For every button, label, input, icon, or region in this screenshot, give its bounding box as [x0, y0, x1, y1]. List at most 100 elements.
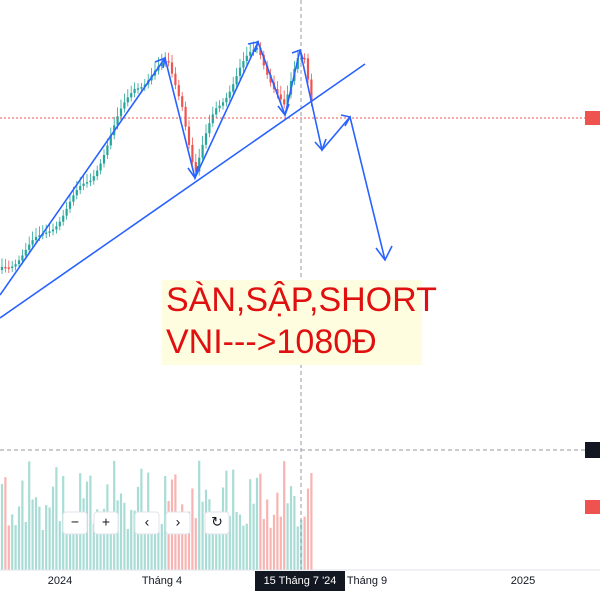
volume-bar	[11, 514, 14, 570]
candle-body	[17, 260, 21, 265]
candle-body	[119, 108, 123, 117]
volume-bar	[286, 503, 289, 570]
scroll-left-button[interactable]: ‹	[134, 511, 160, 535]
volume-bar	[17, 506, 21, 570]
candle-body	[242, 61, 245, 68]
candle-body	[82, 183, 85, 187]
arrowhead	[375, 245, 393, 262]
candle-body	[106, 145, 109, 156]
candle-body	[31, 240, 34, 245]
candle-body	[283, 99, 286, 105]
candle-body	[92, 176, 95, 181]
volume-bar	[272, 514, 276, 570]
candle-body	[140, 87, 143, 89]
time-label: Tháng 9	[347, 575, 387, 587]
time-label: Tháng 4	[142, 575, 182, 587]
volume-bar	[259, 473, 262, 570]
candle-body	[96, 170, 99, 177]
candle-body	[170, 62, 174, 74]
candle-body	[269, 74, 272, 83]
candle-body	[204, 133, 208, 145]
annotation-line: VNI--->1080Đ	[166, 323, 377, 361]
volume-bar	[48, 507, 51, 570]
candle-body	[11, 266, 14, 269]
candle-body	[211, 114, 214, 124]
crosshair-time-tag	[255, 571, 345, 591]
volume-bar	[296, 526, 299, 570]
candle-body	[160, 62, 163, 67]
candle-body	[218, 105, 221, 109]
candle-body	[116, 116, 119, 126]
volume-bar	[123, 502, 126, 570]
zoom-out-button[interactable]: −	[62, 511, 88, 535]
candle-body	[181, 96, 184, 107]
volume-bar	[255, 477, 259, 570]
volume-bar	[262, 518, 265, 570]
volume-bar	[72, 516, 75, 570]
volume-bar	[58, 520, 61, 570]
zoom-in-button[interactable]: +	[93, 511, 119, 535]
arrowhead	[187, 165, 199, 180]
arrowhead	[277, 103, 290, 117]
candle-body	[249, 51, 252, 56]
volume-bar	[89, 475, 92, 570]
time-label: 2025	[511, 575, 535, 587]
candle-body	[235, 76, 238, 85]
candle-body	[85, 182, 89, 184]
volume-bar	[7, 525, 10, 570]
volume-bar	[283, 461, 286, 570]
candle-body	[24, 249, 27, 256]
drawings	[0, 39, 393, 319]
volume-bar	[164, 475, 167, 570]
volume-bar	[96, 509, 99, 570]
volume-bar	[34, 497, 38, 570]
volume-bar	[109, 519, 112, 570]
time-label: 2024	[48, 575, 72, 587]
volume-bar	[130, 509, 133, 570]
volume-bar	[279, 516, 282, 570]
volume-bar	[187, 511, 191, 570]
candle-body	[167, 61, 170, 63]
volume-bar	[31, 499, 34, 570]
candle-body	[75, 189, 78, 196]
candle-body	[14, 264, 17, 267]
candle-body	[198, 157, 201, 172]
volume-bar	[150, 512, 153, 570]
candle-body	[306, 58, 310, 80]
volume-bar	[65, 513, 68, 570]
candle-body	[123, 102, 126, 109]
candle-body	[0, 266, 4, 270]
scroll-right-button[interactable]: ›	[165, 511, 191, 535]
candle-body	[296, 58, 299, 69]
candle-body	[4, 266, 7, 269]
volume-bar	[252, 503, 255, 570]
volume-bar	[218, 513, 221, 570]
svg-text:›: ›	[176, 514, 181, 530]
annotation-line: SÀN,SẬP,SHORT	[166, 281, 437, 319]
candle-body	[62, 215, 65, 222]
candle-body	[194, 162, 197, 172]
candle-body	[7, 267, 10, 269]
volume-bar	[249, 479, 252, 570]
price-tag	[585, 111, 600, 125]
volume-bar	[300, 519, 303, 570]
candle-body	[126, 97, 129, 103]
arrowhead	[247, 40, 260, 53]
volume-bar	[21, 480, 24, 570]
candle-body	[102, 155, 106, 164]
candle-body	[259, 47, 262, 56]
candle-body	[225, 97, 228, 103]
volume-bar	[116, 500, 119, 570]
volume-bar	[266, 499, 269, 570]
volume-bar	[126, 529, 129, 570]
reset-button[interactable]: ↻	[204, 511, 230, 535]
volume-bar	[194, 518, 197, 570]
volume-bar	[245, 523, 248, 570]
candle-body	[303, 57, 306, 60]
volume-bar	[198, 460, 201, 570]
candle-body	[133, 88, 136, 94]
volume-bar	[293, 496, 296, 570]
candle-body	[184, 106, 187, 127]
candle-body	[89, 180, 92, 183]
